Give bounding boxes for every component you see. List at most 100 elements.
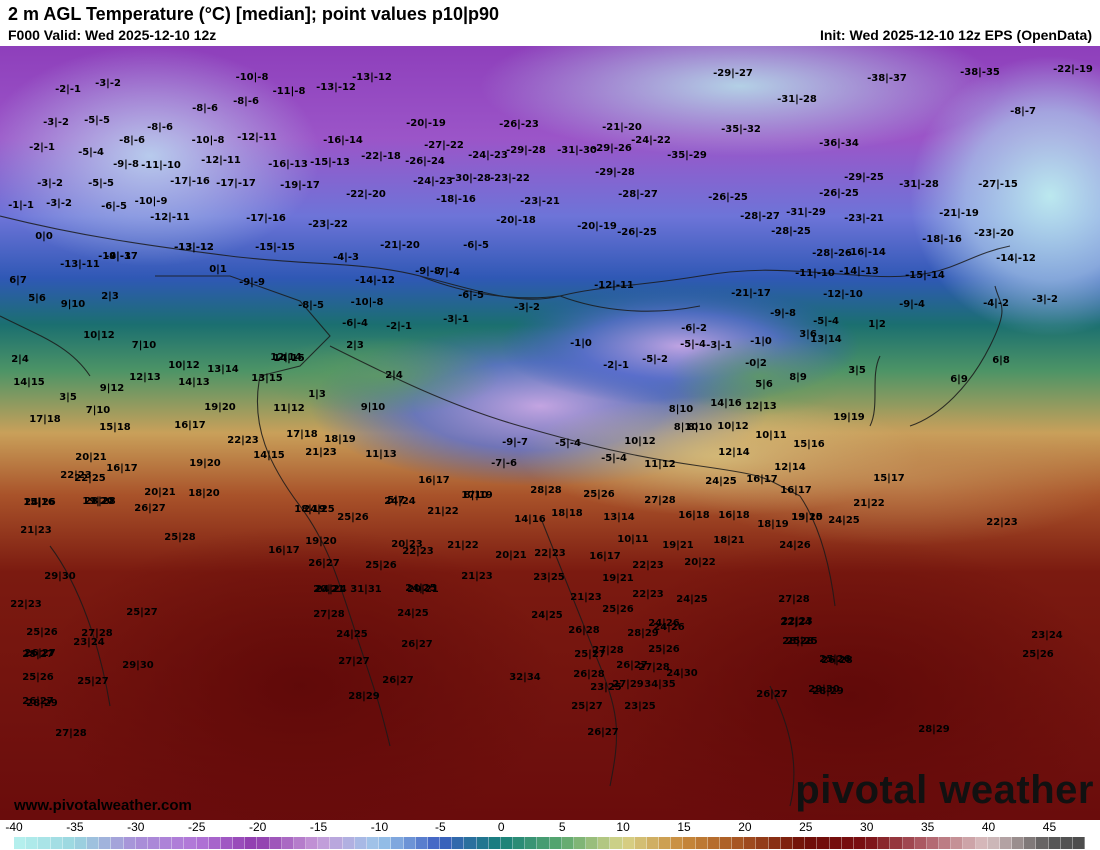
colorbar-cell [744,837,757,849]
point-value-label: -26|-25 [617,227,657,238]
colorbar-cell [719,837,733,849]
colorbar-cell [354,837,367,849]
point-value-label: -23|-20 [974,228,1014,239]
point-value-label: 6|9 [950,374,968,385]
point-value-label: -38|-37 [867,73,907,84]
colorbar-cell [87,837,100,849]
himalaya-border [329,345,801,497]
point-value-label: -22|-20 [346,189,386,200]
map-panel[interactable]: -2|-1 -3|-2 -10|-8 -11|-8 -13|-12 -13|-12 -29|… [0,46,1100,820]
point-value-label: 26|28 [568,625,600,636]
point-value-label: -15|-14 [905,270,945,281]
point-value-label: 25|27 [574,649,606,660]
point-value-label: -5|-4 [78,147,104,158]
point-value-label: -6|-4 [342,318,368,329]
point-value-label: 12|14 [718,447,750,458]
colorbar-cell [233,837,246,849]
point-value-label: -10|-8 [351,297,384,308]
point-value-label: -3|-2 [46,198,72,209]
point-value-label: 16|17 [418,475,450,486]
point-value-label: 25|27 [126,607,158,618]
point-value-label: -28|-26 [812,248,852,259]
point-value-label: 19|21 [662,540,694,551]
colorbar-tick-label: 35 [920,820,935,834]
colorbar-tick-label: 40 [981,820,996,834]
point-value-label: 7|10 [86,405,111,416]
japan-coast [909,285,1003,427]
website-url: www.pivotalweather.com [14,797,192,814]
colorbar-cell [196,837,209,849]
colorbar-tick-label: -25 [188,820,206,834]
point-value-label: 26|27 [616,660,648,671]
point-value-label: -5|-5 [88,178,114,189]
colorbar-cell [1048,837,1061,849]
colorbar-cell [914,837,927,849]
point-value-label: -21|-19 [939,208,979,219]
indochina-coast [539,515,618,787]
colorbar-cell [427,837,441,849]
point-value-label: -3|-2 [95,78,121,89]
colorbar-strip [14,837,1086,849]
init-time: Init: Wed 2025-12-10 12z EPS (OpenData) [819,27,1092,43]
point-value-label: 27|28 [55,728,87,739]
point-value-label: 25|25 [786,636,818,647]
point-value-label: -11|-8 [273,86,306,97]
point-value-label: 18|19 [757,519,789,530]
point-value-label: -19|-17 [98,251,138,262]
point-value-label: 22|23 [534,548,566,559]
point-value-label: -10|-8 [192,135,225,146]
point-value-label: 22|25 [74,473,106,484]
point-value-label: -12|-11 [201,155,241,166]
point-value-label: 16|18 [718,510,750,521]
colorbar-cell [306,837,319,849]
point-value-label: 13|15 [791,512,823,523]
point-value-label: -17|-16 [246,213,286,224]
point-value-label: -29|-27 [713,68,753,79]
temperature-map[interactable]: -2|-1-3|-2-10|-8-11|-8 -13|-12-13|-12 -29|… [0,46,1100,820]
colorbar-cell [549,837,562,849]
point-value-label: 24|24 [315,584,347,595]
colorbar-cell [926,837,940,849]
colorbar-cell [330,837,343,849]
point-value-label: 28|29 [918,724,950,735]
colorbar-cell [50,837,63,849]
point-value-label: -26|-23 [499,119,539,130]
colorbar-cell [62,837,75,849]
point-value-label: -20|-18 [496,215,536,226]
point-value-label: -16|-14 [323,135,363,146]
point-value-label: -13|-12 [174,242,214,253]
point-value-label: -7|-4 [434,267,460,278]
philippines-outline [769,685,795,807]
point-value-label: 25|27 [77,676,109,687]
colorbar-cell [1012,837,1025,849]
point-value-label: 20|23 [391,539,423,550]
point-value-label: 16|17 [780,485,812,496]
point-value-label: 10|11 [617,534,649,545]
point-value-label: 24|25 [405,583,437,594]
point-value-label: -28|-27 [740,211,780,222]
point-value-label: 21|23 [305,447,337,458]
colorbar-tick-label: 30 [860,820,874,834]
point-value-label: 24|26 [653,622,685,633]
point-value-label: 14|13 [178,377,210,388]
point-value-label: 27|29 [612,679,644,690]
colorbar-cell [208,837,221,849]
point-value-label: 18|20 [188,488,220,499]
point-value-label: 20|21 [144,487,176,498]
point-value-label: -21|-20 [380,240,420,251]
point-value-label: -12|-11 [150,212,190,223]
colorbar-cell [866,837,879,849]
colorbar-cell [841,837,854,849]
colorbar-cell [671,837,684,849]
arabia-coast [49,545,111,707]
colorbar-cell [793,837,806,849]
map-title: 2 m AGL Temperature (°C) [median]; point… [8,4,500,24]
point-value-label: -16|-13 [268,159,308,170]
point-value-label: 0|1 [209,264,227,275]
point-value-label: -3|-2 [43,117,69,128]
point-value-label: 23|24 [1031,630,1063,641]
colorbar-cell [403,837,416,849]
point-value-label: 15|18 [99,422,131,433]
point-value-label: 24|26 [779,540,811,551]
